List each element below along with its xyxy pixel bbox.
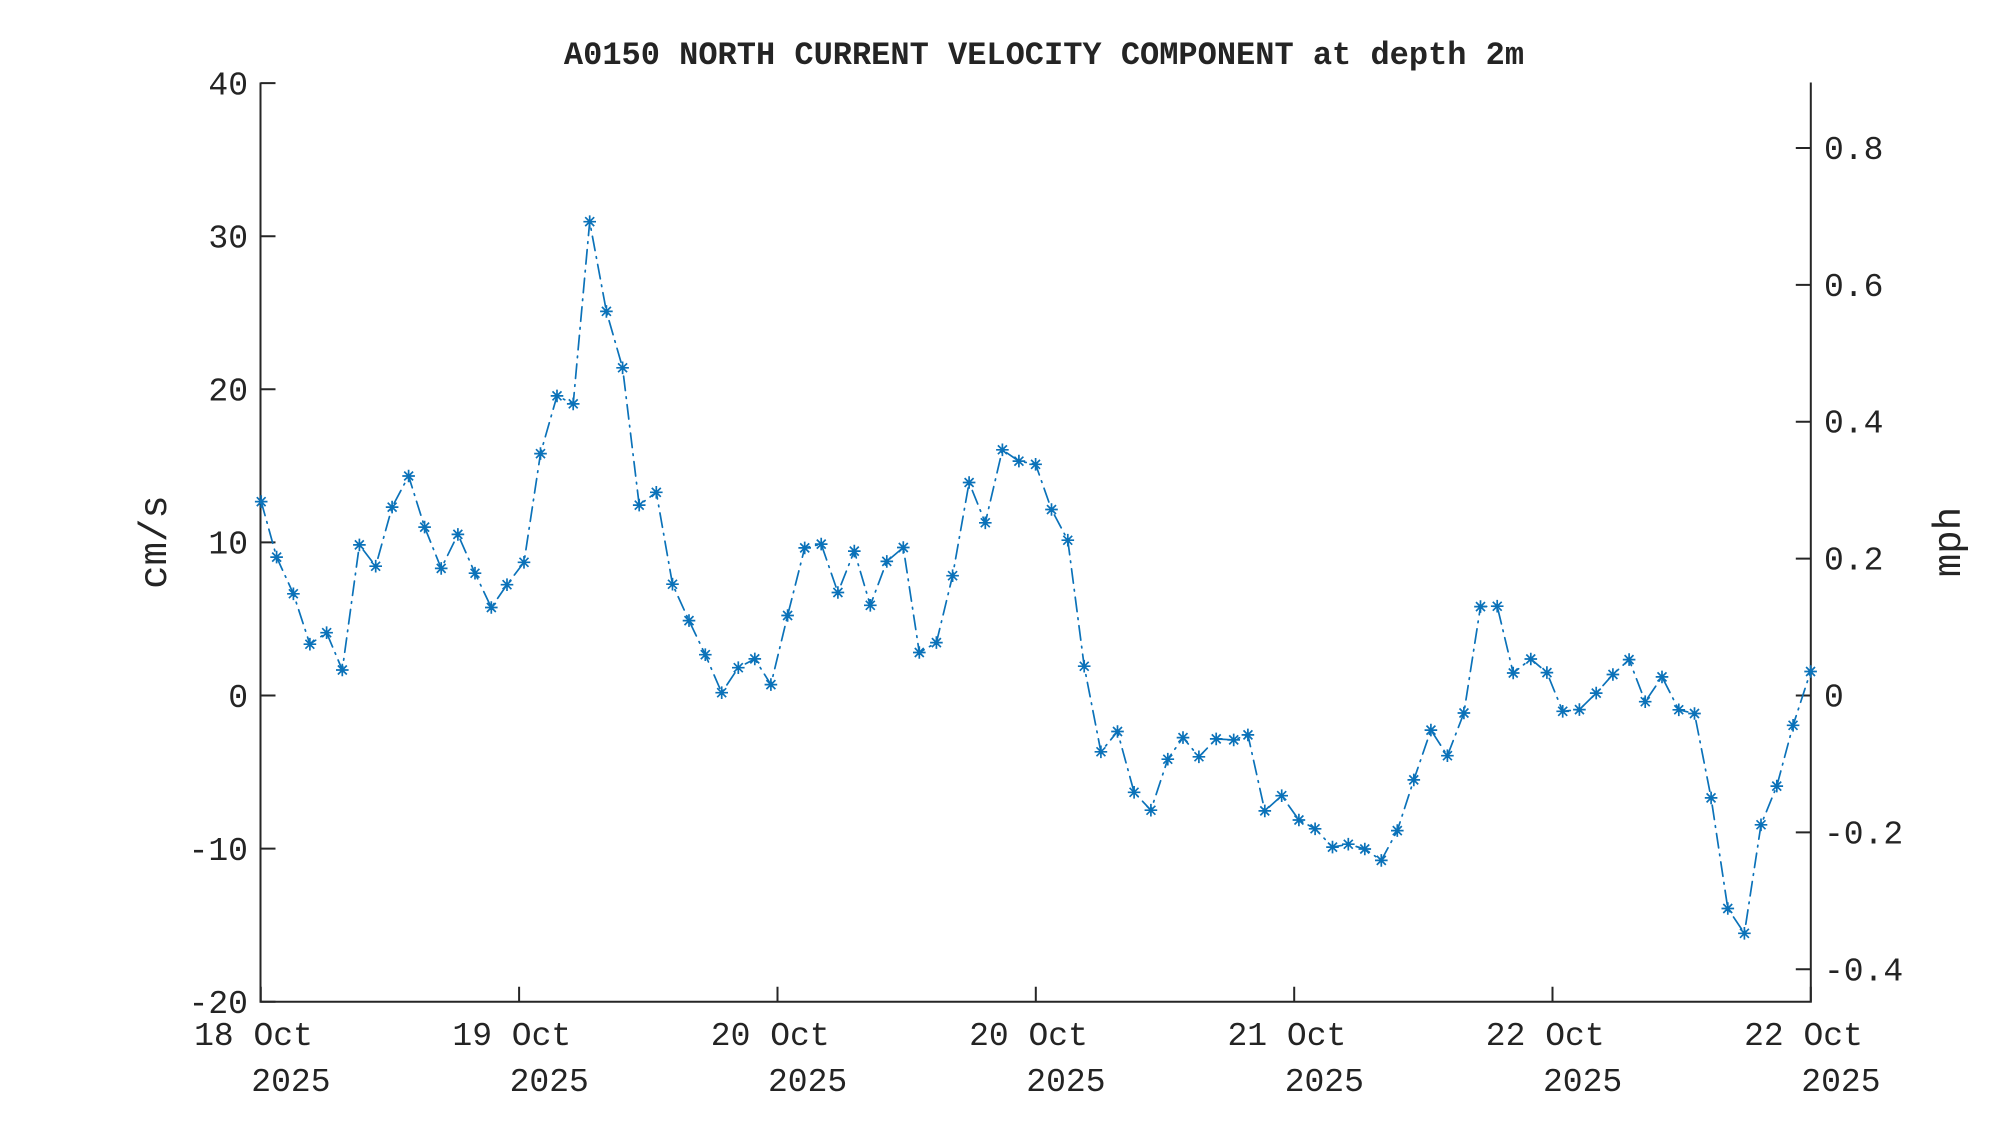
svg-text:2025: 2025 [768,1064,847,1101]
svg-text:22 Oct: 22 Oct [1744,1018,1863,1055]
svg-text:cm/s: cm/s [134,495,178,589]
svg-text:10: 10 [208,527,248,564]
svg-text:A0150 NORTH CURRENT VELOCITY C: A0150 NORTH CURRENT VELOCITY COMPONENT a… [564,37,1524,74]
svg-text:-0.4: -0.4 [1824,953,1903,990]
svg-text:2025: 2025 [510,1064,589,1101]
svg-text:0.6: 0.6 [1824,269,1883,306]
svg-text:0: 0 [228,680,248,717]
svg-text:2025: 2025 [1543,1064,1622,1101]
svg-text:40: 40 [208,67,248,104]
svg-text:18 Oct: 18 Oct [194,1018,313,1055]
svg-text:0: 0 [1824,680,1844,717]
svg-text:0.2: 0.2 [1824,543,1883,580]
svg-text:mph: mph [1928,507,1972,577]
svg-text:-0.2: -0.2 [1824,816,1903,853]
svg-text:2025: 2025 [1285,1064,1364,1101]
svg-text:2025: 2025 [251,1064,330,1101]
svg-text:20 Oct: 20 Oct [711,1018,830,1055]
svg-text:30: 30 [208,221,248,258]
svg-text:21 Oct: 21 Oct [1228,1018,1347,1055]
svg-text:0.4: 0.4 [1824,406,1883,443]
svg-text:0.8: 0.8 [1824,132,1883,169]
svg-text:19 Oct: 19 Oct [452,1018,571,1055]
svg-text:-20: -20 [189,986,248,1023]
svg-text:2025: 2025 [1026,1064,1105,1101]
svg-text:-10: -10 [189,833,248,870]
svg-text:2025: 2025 [1801,1064,1880,1101]
svg-text:20: 20 [208,374,248,411]
svg-text:20 Oct: 20 Oct [969,1018,1088,1055]
svg-text:22 Oct: 22 Oct [1486,1018,1605,1055]
